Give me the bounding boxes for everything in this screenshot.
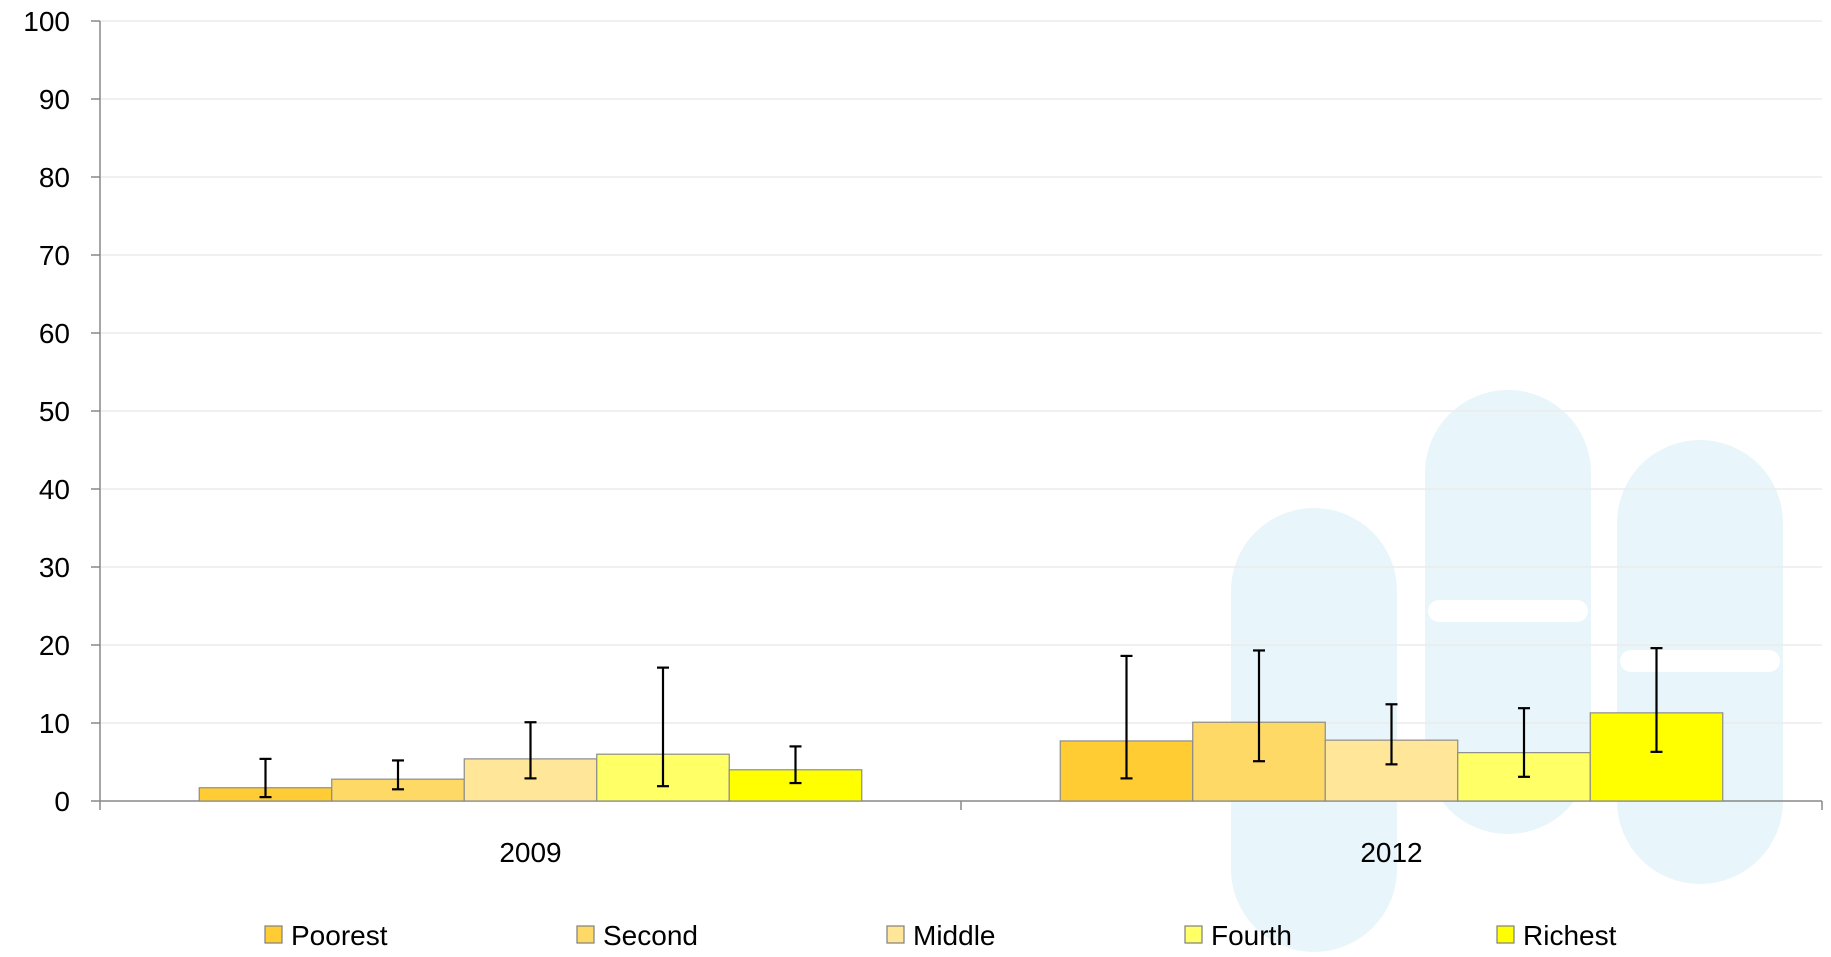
y-tick-label: 50 bbox=[39, 396, 70, 427]
y-tick-label: 40 bbox=[39, 474, 70, 505]
gridlines bbox=[100, 20, 1822, 724]
y-tick-label: 10 bbox=[39, 708, 70, 739]
watermark-logo bbox=[1231, 390, 1783, 952]
legend-swatch-fourth bbox=[1184, 925, 1203, 944]
y-tick-label: 100 bbox=[23, 6, 70, 37]
y-tick-labels: 0 10 20 30 40 50 60 70 80 90 100 bbox=[23, 6, 70, 817]
legend-swatch-second bbox=[576, 925, 595, 944]
y-tick-label: 0 bbox=[54, 786, 70, 817]
error-bars bbox=[259, 647, 1663, 799]
watermark-band bbox=[1428, 600, 1588, 622]
legend-label-richest: Richest bbox=[1523, 920, 1617, 951]
y-tick-label: 60 bbox=[39, 318, 70, 349]
legend-label-middle: Middle bbox=[913, 920, 995, 951]
legend: Poorest Second Middle Fourth Richest bbox=[264, 920, 1617, 951]
legend-label-second: Second bbox=[603, 920, 698, 951]
y-tick-label: 20 bbox=[39, 630, 70, 661]
legend-swatch-richest bbox=[1496, 925, 1515, 944]
y-tick-label: 80 bbox=[39, 162, 70, 193]
legend-swatch-middle bbox=[886, 925, 905, 944]
y-tick-label: 90 bbox=[39, 84, 70, 115]
y-tick-label: 30 bbox=[39, 552, 70, 583]
legend-label-poorest: Poorest bbox=[291, 920, 388, 951]
y-tick-label: 70 bbox=[39, 240, 70, 271]
watermark-band bbox=[1620, 650, 1780, 672]
x-category-label: 2012 bbox=[1360, 837, 1422, 868]
legend-swatch-poorest bbox=[264, 925, 283, 944]
x-category-label: 2009 bbox=[499, 837, 561, 868]
x-category-labels: 2009 2012 bbox=[499, 837, 1422, 868]
legend-label-fourth: Fourth bbox=[1211, 920, 1292, 951]
